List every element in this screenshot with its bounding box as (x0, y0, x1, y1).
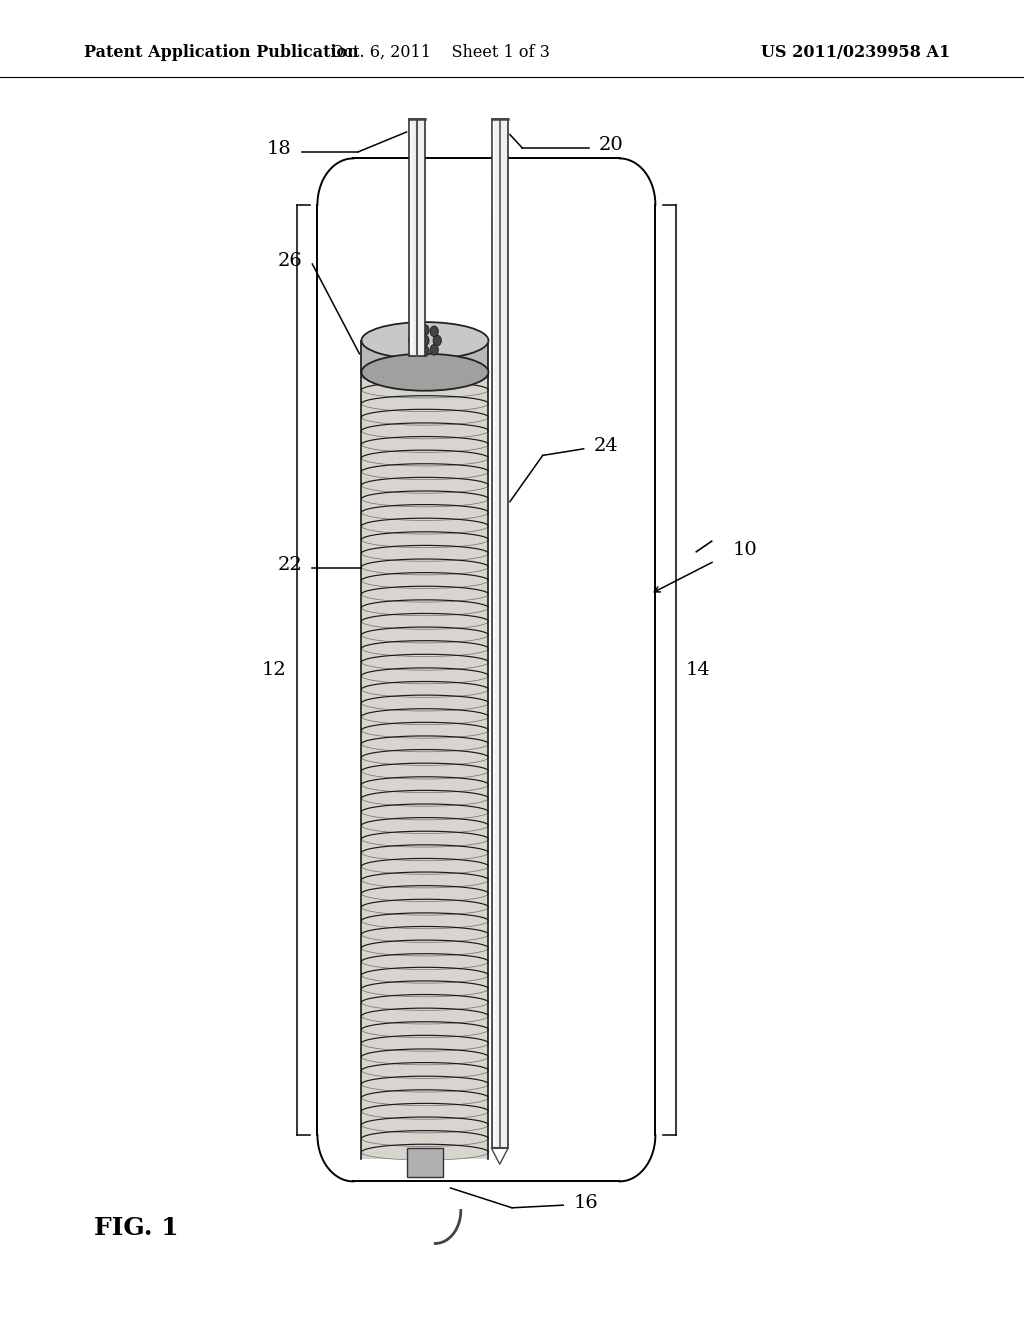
Circle shape (433, 335, 441, 346)
Bar (361, 370, 488, 1159)
Circle shape (421, 335, 429, 346)
Text: 12: 12 (262, 661, 287, 678)
Circle shape (430, 345, 438, 355)
Bar (407, 1148, 443, 1177)
Bar (361, 341, 488, 372)
Ellipse shape (361, 354, 488, 391)
Circle shape (421, 325, 429, 335)
Text: US 2011/0239958 A1: US 2011/0239958 A1 (761, 45, 950, 61)
Text: 26: 26 (278, 252, 302, 271)
Text: 14: 14 (686, 661, 711, 678)
Text: 16: 16 (573, 1193, 598, 1212)
Bar (409, 119, 425, 356)
Text: 10: 10 (732, 541, 757, 560)
Circle shape (412, 326, 420, 337)
Text: 24: 24 (594, 437, 618, 455)
Text: 18: 18 (267, 140, 292, 158)
Text: 20: 20 (599, 136, 624, 154)
Circle shape (412, 345, 420, 355)
Text: FIG. 1: FIG. 1 (94, 1216, 179, 1239)
Circle shape (409, 335, 417, 346)
Circle shape (430, 326, 438, 337)
Bar (492, 119, 508, 1148)
Text: Oct. 6, 2011    Sheet 1 of 3: Oct. 6, 2011 Sheet 1 of 3 (331, 45, 550, 61)
Circle shape (421, 346, 429, 356)
Text: 22: 22 (278, 556, 302, 574)
Ellipse shape (361, 322, 488, 359)
Text: Patent Application Publication: Patent Application Publication (84, 45, 358, 61)
